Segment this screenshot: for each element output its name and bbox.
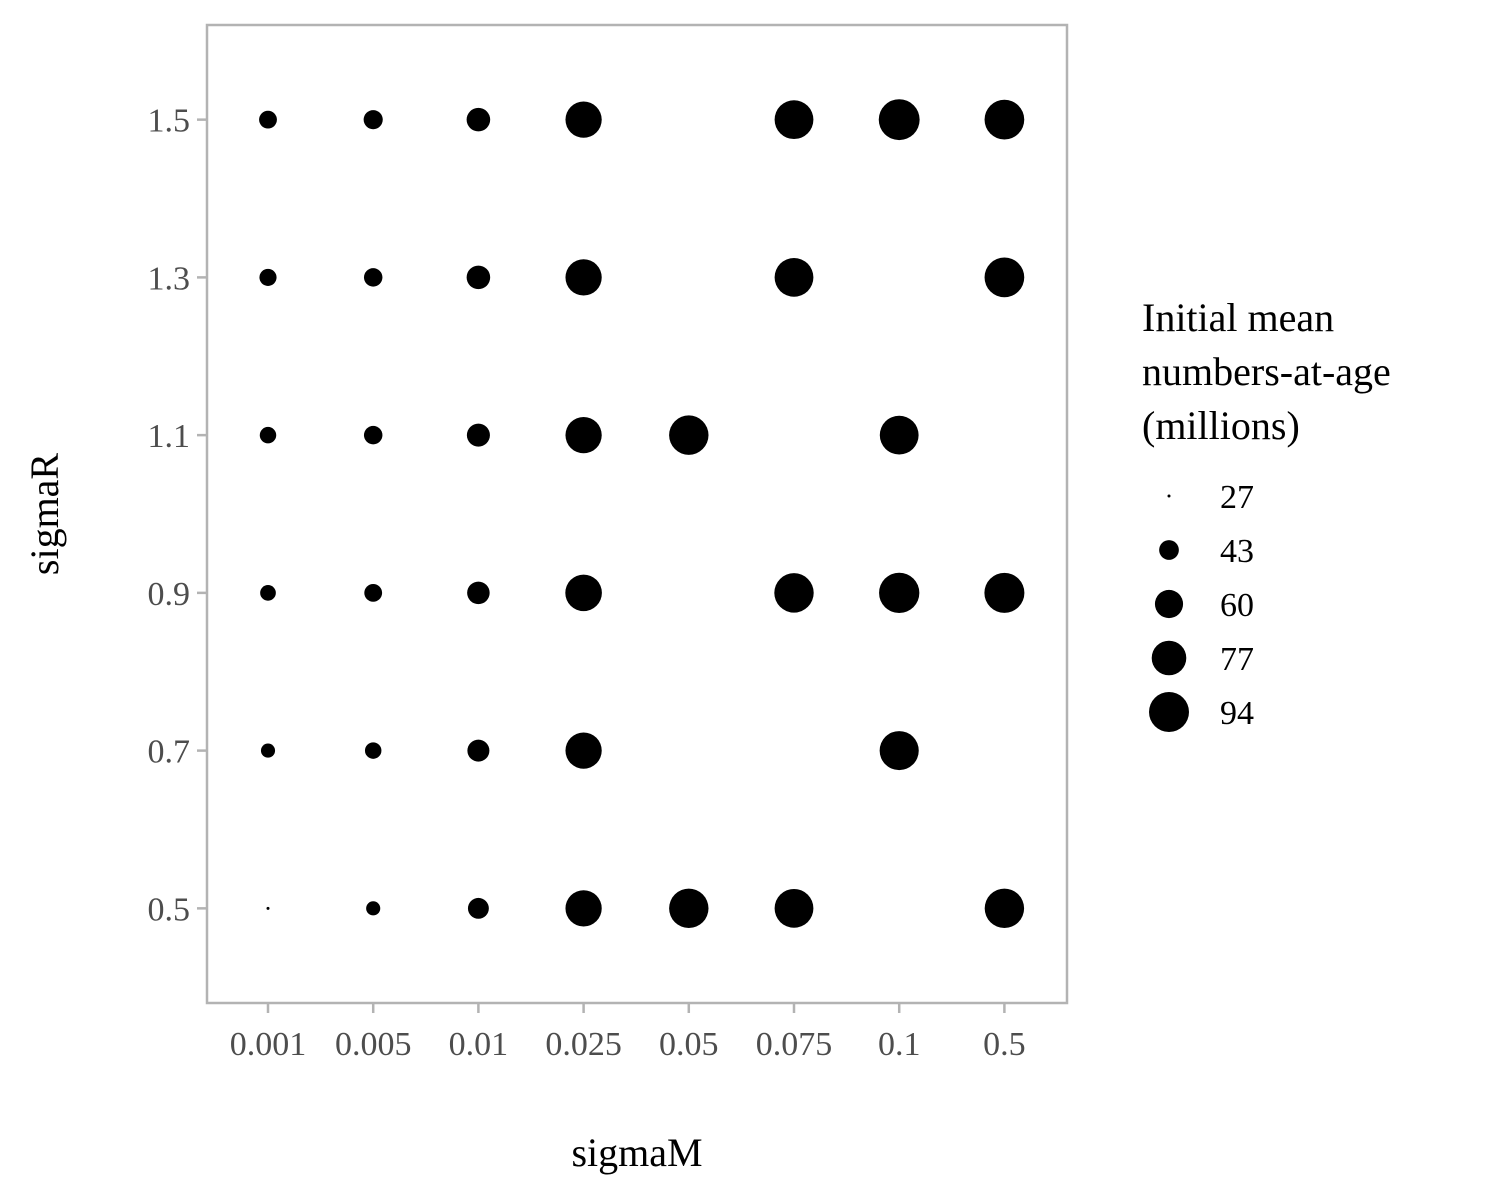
data-point	[565, 890, 602, 927]
data-point	[466, 107, 491, 132]
data-point	[467, 739, 490, 762]
data-point	[565, 101, 602, 138]
data-point	[879, 415, 919, 455]
data-point	[565, 259, 602, 296]
data-point	[879, 731, 919, 771]
data-point	[364, 742, 382, 759]
data-point	[363, 425, 383, 445]
data-point	[984, 99, 1025, 140]
y-axis-ticks: 0.5 0.7 0.9 1.1 1.3 1.5	[148, 103, 207, 928]
y-axis-title: sigmaR	[22, 453, 67, 576]
x-tick-label: 0.001	[230, 1026, 307, 1063]
y-tick-label: 1.3	[148, 260, 191, 297]
data-point	[266, 906, 270, 910]
legend-key-label: 94	[1220, 695, 1254, 732]
plot-panel	[205, 23, 1069, 1005]
legend-title-line-2: numbers-at-age	[1142, 349, 1391, 394]
data-point	[878, 99, 920, 141]
legend-key-label: 43	[1220, 533, 1254, 570]
legend-key-circle	[1167, 494, 1171, 498]
legend-title-line-3: (millions)	[1142, 403, 1300, 448]
data-point	[363, 110, 383, 130]
y-tick-label: 0.5	[148, 891, 191, 928]
y-tick-label: 0.9	[148, 576, 191, 613]
data-points	[259, 99, 1025, 929]
legend-key-label: 77	[1220, 641, 1254, 678]
data-point	[466, 265, 491, 290]
legend-key-label: 60	[1220, 587, 1254, 624]
y-tick-label: 0.7	[148, 734, 191, 771]
x-tick-label: 0.005	[335, 1026, 412, 1063]
data-point	[984, 257, 1025, 298]
data-point	[984, 572, 1025, 613]
legend-key-circle	[1154, 589, 1184, 619]
x-tick-label: 0.1	[878, 1026, 921, 1063]
data-point	[366, 901, 381, 916]
size-legend: Initial mean numbers-at-age (millions) 2…	[1142, 295, 1391, 732]
x-tick-label: 0.075	[756, 1026, 833, 1063]
data-point	[363, 268, 383, 287]
x-tick-label: 0.05	[659, 1026, 719, 1063]
legend-key-circle	[1151, 640, 1187, 676]
legend-key-circle	[1159, 540, 1179, 560]
legend-key-circle	[1149, 692, 1189, 732]
y-tick-label: 1.5	[148, 103, 191, 140]
data-point	[669, 415, 709, 455]
data-point	[984, 888, 1025, 929]
data-point	[565, 416, 602, 454]
data-point	[466, 423, 490, 447]
data-point	[565, 574, 602, 612]
legend-key-label: 27	[1220, 479, 1254, 516]
x-axis-ticks: 0.001 0.005 0.01 0.025 0.05 0.075 0.1 0.5	[230, 1003, 1026, 1063]
data-point	[467, 581, 490, 605]
data-point	[669, 888, 709, 929]
data-point	[774, 888, 814, 928]
x-axis-title: sigmaM	[571, 1130, 702, 1175]
data-point	[565, 732, 602, 769]
data-point	[774, 100, 814, 140]
data-point	[259, 268, 277, 286]
data-point	[260, 585, 276, 601]
x-tick-label: 0.01	[449, 1026, 509, 1063]
data-point	[879, 572, 920, 614]
data-point	[364, 583, 383, 602]
data-point	[774, 257, 814, 297]
data-point	[774, 573, 814, 613]
data-point	[259, 110, 277, 129]
data-point	[467, 897, 489, 919]
x-tick-label: 0.025	[545, 1026, 622, 1063]
legend-title-line-1: Initial mean	[1142, 295, 1334, 340]
data-point	[259, 426, 277, 444]
x-tick-label: 0.5	[983, 1026, 1026, 1063]
y-tick-label: 1.1	[148, 418, 191, 455]
data-point	[260, 743, 276, 758]
